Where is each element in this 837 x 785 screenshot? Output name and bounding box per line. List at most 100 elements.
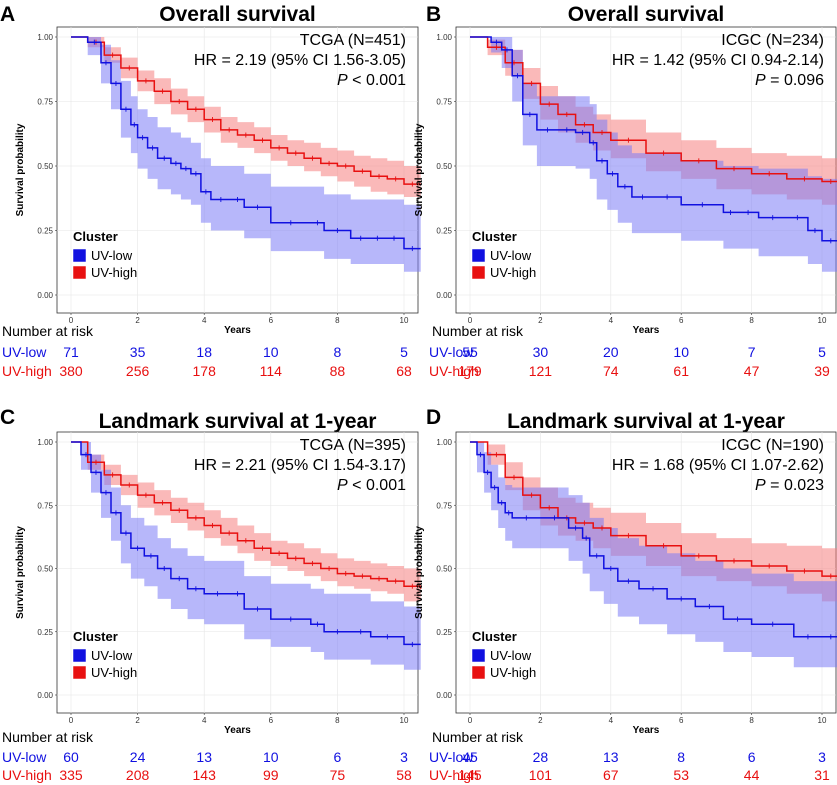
panel-d: D Landmark survival at 1-year 0.00 0.25 0.50… bbox=[414, 406, 837, 783]
survival-curve-uv-high bbox=[470, 36, 837, 183]
risk-value: 208 bbox=[126, 767, 150, 783]
risk-value: 45 bbox=[462, 749, 478, 765]
risk-value: 380 bbox=[59, 363, 83, 379]
legend-label: UV-low bbox=[91, 648, 133, 663]
y-tick-label: 0.00 bbox=[436, 291, 452, 300]
risk-value: 5 bbox=[818, 344, 826, 360]
risk-value: 10 bbox=[263, 344, 279, 360]
x-tick-label: 8 bbox=[335, 316, 340, 325]
panel-label: C bbox=[0, 406, 15, 429]
risk-value: 145 bbox=[458, 767, 482, 783]
y-axis-title: Survival probability bbox=[414, 123, 425, 216]
p-value: P = 0.096 bbox=[755, 72, 824, 89]
legend-label: UV-high bbox=[490, 665, 536, 680]
risk-table-header: Number at risk bbox=[2, 729, 94, 745]
survival-curve-uv-high bbox=[71, 441, 422, 589]
risk-value: 61 bbox=[673, 363, 689, 379]
x-tick-label: 4 bbox=[609, 316, 614, 325]
cohort-label: TCGA (N=395) bbox=[300, 437, 406, 454]
risk-value: 28 bbox=[533, 749, 549, 765]
cohort-label: ICGC (N=190) bbox=[721, 437, 824, 454]
x-tick-label: 0 bbox=[69, 716, 74, 725]
risk-row-label: UV-high bbox=[429, 363, 479, 379]
ci-band-uv-low bbox=[71, 37, 421, 272]
risk-table-header: Number at risk bbox=[2, 323, 94, 339]
p-value-number: = 0.096 bbox=[766, 72, 824, 89]
ci-band-uv-high bbox=[71, 37, 421, 197]
risk-value: 13 bbox=[603, 749, 619, 765]
panel-title: Landmark survival at 1-year bbox=[99, 410, 377, 433]
panel-label: D bbox=[426, 406, 441, 429]
y-tick-label: 0.50 bbox=[436, 565, 452, 574]
cohort-label: TCGA (N=451) bbox=[300, 32, 406, 49]
risk-value: 58 bbox=[396, 767, 412, 783]
x-tick-label: 0 bbox=[468, 716, 473, 725]
risk-value: 178 bbox=[193, 363, 217, 379]
risk-value: 30 bbox=[533, 344, 549, 360]
x-tick-label: 8 bbox=[749, 716, 754, 725]
y-tick-label: 0.75 bbox=[436, 501, 452, 510]
y-tick-label: 0.50 bbox=[37, 565, 53, 574]
y-tick-label: 1.00 bbox=[436, 33, 452, 42]
risk-value: 3 bbox=[818, 749, 826, 765]
p-symbol: P bbox=[337, 477, 348, 494]
risk-value: 88 bbox=[330, 363, 346, 379]
legend-title: Cluster bbox=[73, 629, 118, 644]
y-tick-label: 0.25 bbox=[37, 227, 53, 236]
y-tick-label: 0.25 bbox=[436, 628, 452, 637]
risk-value: 18 bbox=[196, 344, 212, 360]
legend-swatch-uv-high bbox=[471, 665, 486, 680]
legend-swatch-uv-low bbox=[72, 648, 87, 663]
p-symbol: P bbox=[755, 477, 766, 494]
risk-row-label: UV-low bbox=[429, 749, 474, 765]
legend-label: UV-high bbox=[91, 265, 137, 280]
p-value: P = 0.023 bbox=[755, 477, 824, 494]
risk-value: 68 bbox=[396, 363, 412, 379]
p-value: P < 0.001 bbox=[337, 477, 406, 494]
x-tick-label: 6 bbox=[679, 716, 684, 725]
risk-value: 53 bbox=[673, 767, 689, 783]
risk-value: 44 bbox=[744, 767, 760, 783]
risk-row-label: UV-low bbox=[429, 344, 474, 360]
legend-swatch-uv-low bbox=[471, 248, 486, 263]
x-tick-label: 8 bbox=[749, 316, 754, 325]
x-tick-label: 4 bbox=[202, 316, 207, 325]
y-tick-label: 0.00 bbox=[436, 691, 452, 700]
risk-value: 55 bbox=[462, 344, 478, 360]
y-tick-label: 0.00 bbox=[37, 291, 53, 300]
risk-value: 99 bbox=[263, 767, 279, 783]
risk-value: 8 bbox=[334, 344, 342, 360]
risk-value: 256 bbox=[126, 363, 150, 379]
y-tick-label: 0.50 bbox=[37, 162, 53, 171]
risk-value: 143 bbox=[193, 767, 217, 783]
risk-table-header: Number at risk bbox=[432, 729, 524, 745]
panel-a: A Overall survival 0.00 0.25 0.50 0.75 1.00 0 2 4… bbox=[0, 3, 421, 379]
risk-value: 47 bbox=[744, 363, 760, 379]
hazard-ratio: HR = 2.21 (95% CI 1.54-3.17) bbox=[194, 457, 406, 474]
y-tick-label: 0.75 bbox=[436, 98, 452, 107]
y-axis-title: Survival probability bbox=[15, 526, 26, 619]
risk-value: 71 bbox=[63, 344, 79, 360]
risk-value: 10 bbox=[673, 344, 689, 360]
x-tick-label: 0 bbox=[468, 316, 473, 325]
legend-swatch-uv-low bbox=[72, 248, 87, 263]
risk-value: 10 bbox=[263, 749, 279, 765]
risk-row-label: UV-high bbox=[2, 363, 52, 379]
x-axis-title: Years bbox=[633, 725, 660, 736]
y-tick-label: 0.00 bbox=[37, 691, 53, 700]
risk-value: 5 bbox=[400, 344, 408, 360]
risk-row-label: UV-low bbox=[2, 749, 47, 765]
panel-title: Overall survival bbox=[568, 3, 724, 26]
legend-title: Cluster bbox=[472, 629, 517, 644]
x-tick-label: 4 bbox=[202, 716, 207, 725]
x-tick-label: 8 bbox=[335, 716, 340, 725]
legend-label: UV-low bbox=[490, 248, 532, 263]
y-tick-label: 0.25 bbox=[436, 227, 452, 236]
ci-band-uv-low bbox=[71, 442, 421, 670]
p-value-number: < 0.001 bbox=[348, 477, 406, 494]
hazard-ratio: HR = 1.42 (95% CI 0.94-2.14) bbox=[612, 52, 824, 69]
p-symbol: P bbox=[337, 72, 348, 89]
y-tick-label: 1.00 bbox=[436, 438, 452, 447]
risk-table-header: Number at risk bbox=[432, 323, 524, 339]
survival-curve-uv-low bbox=[470, 36, 837, 242]
